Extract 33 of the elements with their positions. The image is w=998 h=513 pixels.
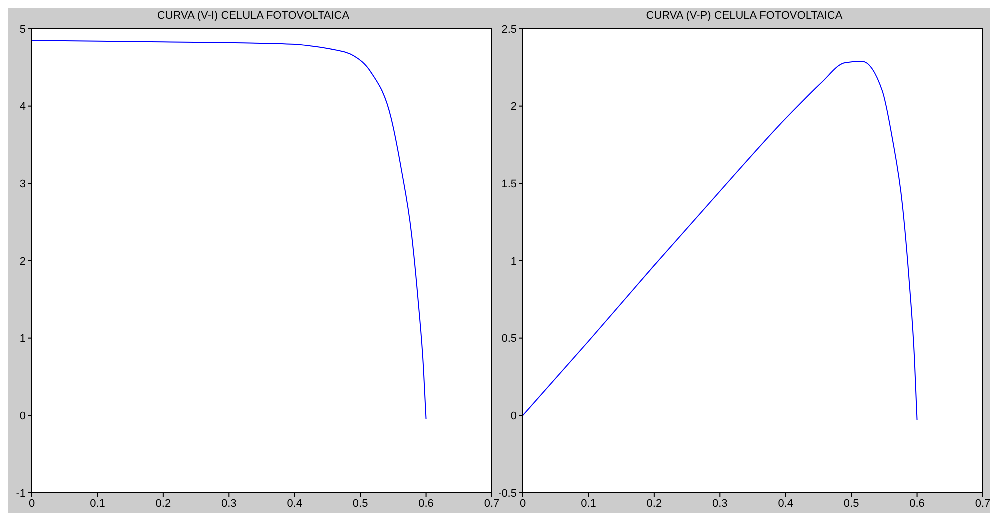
x-tick-label: 0.1 bbox=[581, 498, 596, 510]
x-tick-label: 0.5 bbox=[352, 498, 368, 510]
x-tick-label: 0 bbox=[28, 498, 36, 510]
x-tick-label: 0.7 bbox=[484, 498, 500, 510]
y-tick-label: 1 bbox=[20, 333, 26, 346]
line-series bbox=[32, 40, 427, 420]
x-tick-label: 0.2 bbox=[646, 498, 662, 510]
y-tick-label: 1 bbox=[510, 256, 517, 268]
x-tick-label: 0.3 bbox=[712, 498, 728, 510]
x-tick-label: 0.4 bbox=[778, 498, 794, 510]
y-tick-label: 2 bbox=[20, 256, 26, 268]
x-tick-label: 0.6 bbox=[910, 498, 925, 510]
chart-title: CURVA (V-I) CELULA FOTOVOLTAICA bbox=[156, 9, 351, 24]
line-series bbox=[523, 60, 918, 421]
y-tick-label: 2 bbox=[510, 101, 517, 114]
x-tick-label: 0.6 bbox=[418, 498, 434, 510]
x-tick-label: 0 bbox=[520, 498, 526, 510]
x-tick-label: 0.1 bbox=[90, 498, 106, 510]
chart-title: CURVA (V-P) CELULA FOTOVOLTAICA bbox=[645, 9, 844, 24]
y-tick-label: 2.5 bbox=[502, 24, 517, 36]
x-tick-label: 0.7 bbox=[975, 498, 991, 510]
y-tick-label: 0 bbox=[510, 410, 517, 423]
y-tick-label: 3 bbox=[20, 178, 26, 191]
y-tick-label: 0 bbox=[20, 410, 26, 423]
x-tick-label: 0.3 bbox=[221, 498, 237, 510]
x-tick-label: 0.2 bbox=[156, 498, 172, 510]
y-tick-label: 1.5 bbox=[502, 178, 517, 191]
y-tick-label: 0.5 bbox=[502, 333, 517, 346]
y-tick-label: 4 bbox=[20, 101, 26, 114]
x-tick-label: 0.4 bbox=[287, 498, 303, 510]
x-tick-label: 0.5 bbox=[844, 498, 860, 510]
y-tick-label: 5 bbox=[20, 24, 26, 36]
y-tick-label: -1 bbox=[16, 488, 26, 500]
